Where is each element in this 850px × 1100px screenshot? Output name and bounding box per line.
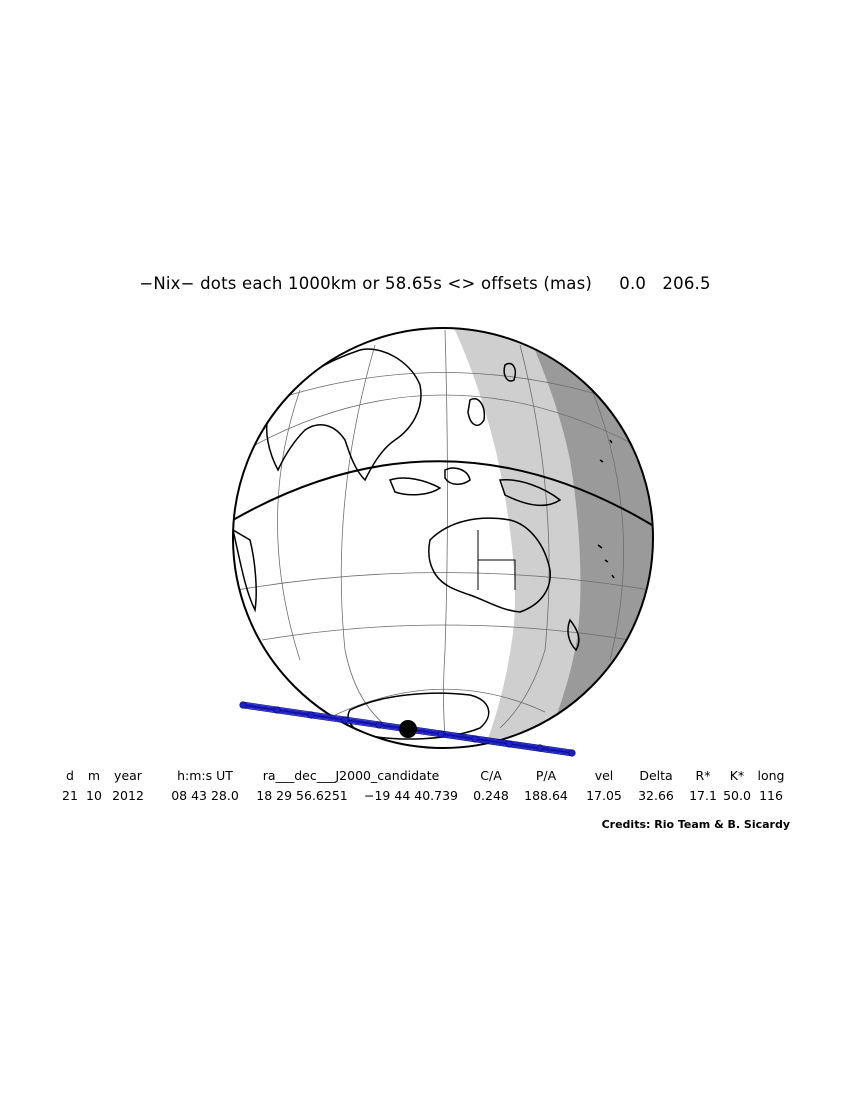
night-shading [522,328,653,748]
header-cell: m [87,768,101,783]
value-cell: 08 43 28.0 [171,788,239,803]
track-dot [505,740,513,748]
header-cell: vel [594,768,614,783]
header-cell: P/A [535,768,557,783]
equator-line [233,460,653,526]
value-cell: 32.66 [638,788,674,803]
value-cell: 17.05 [586,788,622,803]
track-dot [341,716,349,724]
header-row: d m year h:m:s UT ra___dec___J2000_candi… [0,768,850,784]
header-cell: Delta [639,768,673,783]
central-point-marker [399,720,417,738]
credits-text: Credits: Rio Team & B. Sicardy [601,818,790,831]
header-cell: year [114,768,142,783]
header-cell: K* [729,768,745,783]
track-dot [239,701,247,709]
value-cell: 50.0 [723,788,751,803]
track-dot [273,706,281,714]
value-cell: 188.64 [524,788,568,803]
track-dots [239,701,576,757]
plot-title: −Nix− dots each 1000km or 58.65s <> offs… [139,274,711,293]
value-cell: 2012 [112,788,144,803]
track-dot [375,721,383,729]
header-cell: d [66,768,74,783]
value-cell: 0.248 [473,788,509,803]
header-cell: h:m:s UT [177,768,233,783]
track-dot [471,735,479,743]
values-row: 21 10 2012 08 43 28.0 18 29 56.6251 −19 … [0,788,850,804]
value-cell: −19 44 40.739 [364,788,458,803]
value-cell: 116 [759,788,783,803]
globe-outline [232,327,654,749]
track-dot [536,744,544,752]
value-cell: 10 [86,788,102,803]
header-cell: R* [695,768,711,783]
track-dot [437,730,445,738]
header-cell: ra___dec___J2000_candidate [262,768,440,783]
value-cell: 17.1 [689,788,717,803]
header-cell: C/A [480,768,502,783]
track-dot [568,749,576,757]
value-cell: 18 29 56.6251 [256,788,348,803]
graticule [236,329,651,736]
track-dot [307,711,315,719]
value-cell: 21 [62,788,78,803]
header-cell: long [757,768,785,783]
